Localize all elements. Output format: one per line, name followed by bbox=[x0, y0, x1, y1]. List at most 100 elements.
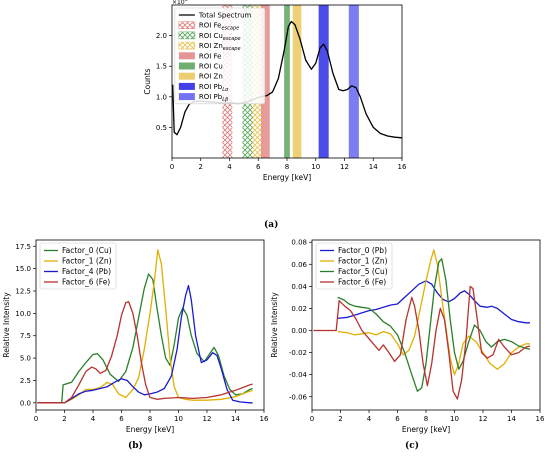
y-tick-label: 5.0 bbox=[20, 355, 31, 363]
legend-label: ROI Zn bbox=[199, 73, 223, 81]
y-tick-label: 12.5 bbox=[15, 288, 31, 296]
x-tick-label: 16 bbox=[260, 415, 269, 423]
y-tick-label: 2.0 bbox=[156, 32, 167, 40]
x-tick-label: 0 bbox=[34, 415, 38, 423]
y-tick-label: -0.04 bbox=[289, 371, 308, 379]
x-tick-label: 6 bbox=[119, 415, 124, 423]
x-tick-label: 6 bbox=[256, 163, 261, 171]
x-tick-label: 4 bbox=[227, 163, 232, 171]
y-tick-label: 0.04 bbox=[291, 283, 307, 291]
y-tick-label: 7.5 bbox=[20, 332, 31, 340]
series-line bbox=[37, 273, 253, 404]
legend-swatch bbox=[178, 62, 195, 70]
y-tick-label: 0.08 bbox=[291, 239, 307, 247]
legend-swatch bbox=[178, 21, 196, 29]
legend-label: Factor_5 (Cu) bbox=[338, 267, 388, 276]
legend-swatch bbox=[178, 93, 195, 101]
x-tick-label: 2 bbox=[338, 415, 342, 423]
legend-label: Factor_6 (Fe) bbox=[338, 278, 386, 287]
legend-label: Factor_1 (Zn) bbox=[338, 257, 388, 266]
chart-a: 0 2 4 6 8 10 12 14 16 0.5 1.0 1.5 2.0 Energy [keV] Cou… bbox=[143, 0, 407, 182]
caption-b: (b) bbox=[128, 441, 143, 451]
series-line bbox=[37, 249, 253, 404]
y-tick-label: -0.06 bbox=[289, 393, 308, 401]
legend-label: Factor_4 (Pb) bbox=[62, 267, 111, 276]
y-axis-label: Counts bbox=[143, 68, 152, 94]
legend-label: ROI Cu bbox=[199, 63, 223, 71]
x-tick-label: 6 bbox=[395, 415, 400, 423]
legend-label: ROI Cuescape bbox=[199, 32, 241, 42]
x-tick-label: 12 bbox=[340, 163, 349, 171]
legend-label: ROI PbLβ bbox=[199, 93, 229, 103]
x-tick-label: 0 bbox=[170, 163, 174, 171]
x-axis-label: Energy [keV] bbox=[126, 425, 174, 434]
legend-swatch bbox=[178, 41, 196, 50]
roi-band bbox=[348, 5, 359, 158]
roi-band bbox=[261, 5, 270, 158]
x-tick-label: 8 bbox=[424, 415, 428, 423]
legend-box bbox=[315, 242, 393, 290]
legend-label: Factor_1 (Zn) bbox=[62, 257, 112, 266]
y-tick-label: 2.5 bbox=[20, 377, 31, 385]
legend-label: Factor_6 (Fe) bbox=[62, 278, 110, 287]
legend-label: Factor_0 (Cu) bbox=[62, 246, 112, 255]
y-tick-label: 0.06 bbox=[291, 261, 307, 269]
y-tick-label: -0.02 bbox=[289, 349, 307, 357]
y-tick-label: 1.5 bbox=[156, 63, 167, 71]
x-tick-label: 12 bbox=[479, 415, 488, 423]
y-tick-label: 15.0 bbox=[15, 265, 31, 273]
legend-box bbox=[174, 7, 266, 105]
y-tick-label: 0.00 bbox=[291, 327, 307, 335]
x-tick-label: 8 bbox=[148, 415, 152, 423]
x-tick-label: 4 bbox=[367, 415, 372, 423]
legend-swatch bbox=[178, 52, 195, 60]
x-tick-label: 16 bbox=[398, 163, 407, 171]
x-tick-label: 14 bbox=[231, 415, 240, 423]
legend-label: ROI PbLα bbox=[199, 83, 229, 93]
y-tick-label: 0.5 bbox=[156, 124, 167, 132]
x-axis-label: Energy [keV] bbox=[263, 173, 311, 182]
y-tick-label: 0.0 bbox=[20, 399, 31, 407]
legend-swatch bbox=[178, 72, 195, 80]
y-tick-label: 0.02 bbox=[291, 305, 307, 313]
x-tick-label: 14 bbox=[507, 415, 516, 423]
y-axis-label: Relative Intensity bbox=[270, 292, 279, 358]
series-line bbox=[313, 285, 531, 400]
x-tick-label: 12 bbox=[203, 415, 212, 423]
legend-label: Factor_0 (Pb) bbox=[338, 246, 387, 255]
series-line bbox=[337, 280, 530, 324]
legend-label: Total Spectrum bbox=[198, 12, 252, 20]
x-tick-label: 8 bbox=[285, 163, 289, 171]
y-exponent-label: ×106 bbox=[172, 0, 188, 6]
legend-swatch bbox=[178, 31, 196, 40]
legend-label: ROI Znescape bbox=[199, 42, 241, 52]
x-tick-label: 16 bbox=[536, 415, 545, 423]
y-axis-label: Relative Intensity bbox=[2, 292, 11, 358]
series-line bbox=[337, 258, 531, 392]
series-line bbox=[37, 301, 253, 404]
legend-swatch bbox=[178, 82, 195, 90]
caption-c: (c) bbox=[405, 441, 419, 451]
roi-band bbox=[292, 5, 302, 158]
legend-label: ROI Feescape bbox=[199, 22, 239, 32]
x-tick-label: 10 bbox=[174, 415, 183, 423]
x-tick-label: 2 bbox=[199, 163, 203, 171]
chart-c: 0 2 4 6 8 10 12 14 16 -0.06 -0.04 -0.02 0.00 0.02 0.04… bbox=[270, 239, 545, 434]
series-line bbox=[337, 249, 530, 376]
caption-a: (a) bbox=[264, 220, 279, 230]
x-tick-label: 10 bbox=[311, 163, 320, 171]
legend-box bbox=[39, 242, 117, 290]
y-tick-label: 17.5 bbox=[15, 243, 31, 251]
series-line bbox=[37, 284, 253, 404]
roi-band bbox=[284, 5, 290, 158]
x-tick-label: 14 bbox=[369, 163, 378, 171]
y-tick-label: 1.0 bbox=[156, 93, 167, 101]
x-axis-label: Energy [keV] bbox=[402, 425, 450, 434]
x-tick-label: 4 bbox=[91, 415, 96, 423]
x-tick-label: 2 bbox=[62, 415, 66, 423]
chart-b: 0 2 4 6 8 10 12 14 16 0.0 2.5 5.0 7.5 10.0 12.5 15.0 17.… bbox=[2, 239, 269, 434]
roi-band bbox=[318, 5, 329, 158]
y-tick-label: 10.0 bbox=[15, 310, 31, 318]
x-tick-label: 0 bbox=[310, 415, 314, 423]
